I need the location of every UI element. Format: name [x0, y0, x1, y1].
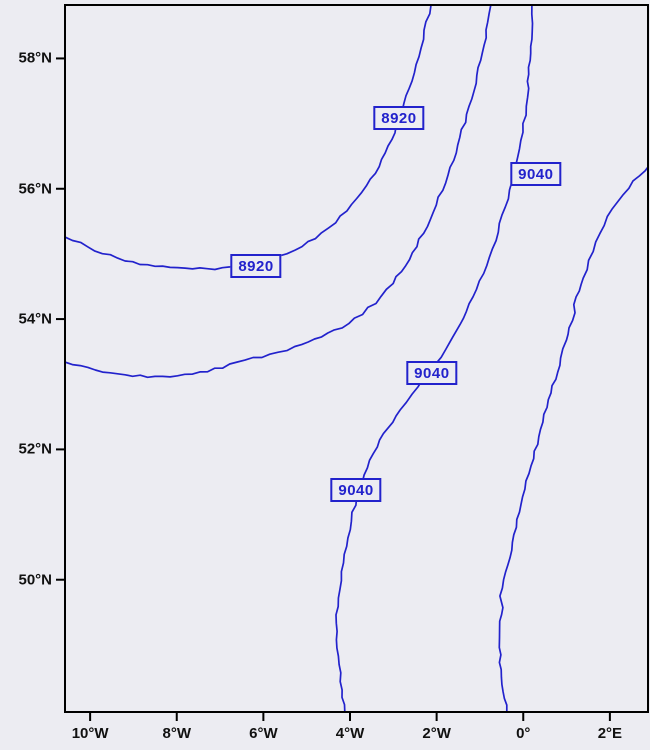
y-tick-label: 54°N [18, 310, 52, 328]
contour-line-unlabeled-3 [498, 165, 648, 712]
contour-label-9040: 9040 [406, 361, 458, 386]
y-tick-label: 50°N [18, 571, 52, 589]
x-tick-label: 2°W [422, 725, 451, 742]
x-tick-label: 4°W [335, 725, 365, 742]
y-tick-label: 58°N [18, 49, 52, 67]
x-tick-label: 6°W [249, 725, 278, 742]
contour-line-8920 [65, 5, 432, 271]
contour-line-unlabeled-1 [65, 5, 492, 379]
y-tick-label: 52°N [18, 440, 52, 458]
plot-frame [64, 4, 649, 713]
contour-lines-group [65, 5, 648, 712]
x-tick-label: 0° [516, 725, 531, 742]
contour-label-8920: 8920 [373, 105, 425, 130]
contour-label-9040: 9040 [330, 477, 382, 502]
x-tick-label: 10°W [71, 725, 109, 742]
x-tick-label: 2°E [597, 725, 623, 742]
contour-label-8920: 8920 [230, 254, 282, 279]
y-tick-label: 56°N [18, 180, 52, 198]
x-tick-label: 8°W [162, 725, 191, 742]
contour-line-9040 [335, 5, 534, 712]
contour-label-9040: 9040 [510, 162, 562, 187]
